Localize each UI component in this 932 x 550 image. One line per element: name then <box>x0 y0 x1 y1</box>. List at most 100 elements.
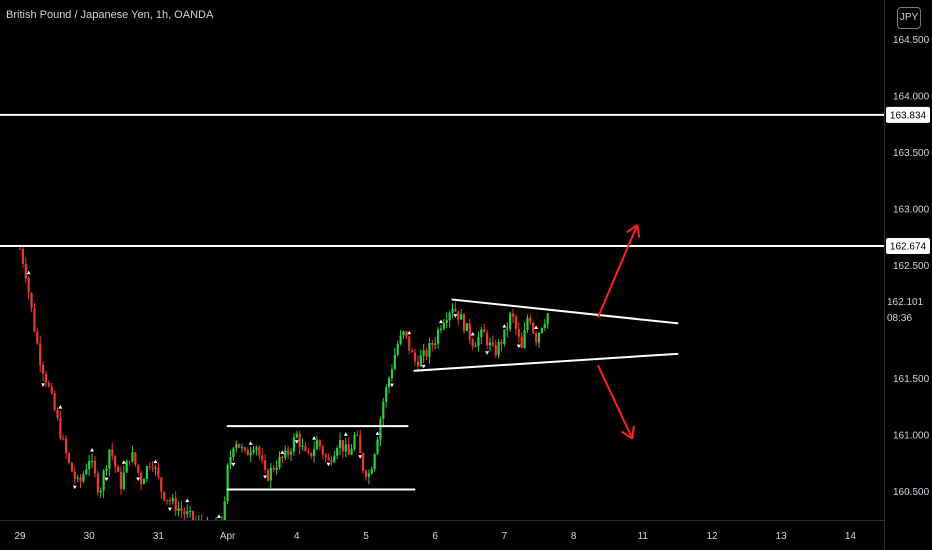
time-axis-tick: 29 <box>14 531 26 542</box>
candle-body <box>41 364 45 374</box>
candle-body <box>148 466 151 468</box>
candle-body <box>39 343 42 365</box>
candle-body <box>56 410 59 419</box>
candle-body <box>114 455 117 467</box>
candle-body <box>85 469 88 475</box>
candle-body <box>281 456 284 458</box>
candle-body <box>399 335 402 344</box>
candle-body <box>105 468 108 471</box>
candle-body <box>189 510 192 512</box>
fractal-down-marker <box>358 455 363 459</box>
candle-body <box>364 470 368 477</box>
candle-body <box>27 278 30 293</box>
chart-title: British Pound / Japanese Yen, 1h, OANDA <box>6 9 214 21</box>
candle-body <box>327 457 330 460</box>
candle-body <box>165 499 169 501</box>
breakout-up-arrow <box>596 224 641 319</box>
fractal-up-marker <box>58 405 63 409</box>
candle-body <box>356 434 359 436</box>
fractal-down-marker <box>294 440 299 444</box>
level-price-tag <box>886 106 930 123</box>
candle-body <box>523 330 526 348</box>
candle-body <box>511 313 515 317</box>
fractal-up-marker <box>216 514 221 518</box>
candle-body <box>315 440 319 450</box>
price-axis-tick: 164.000 <box>893 92 930 103</box>
candle-body <box>413 352 417 362</box>
candle-body <box>462 314 466 331</box>
currency-button[interactable]: JPY <box>897 7 921 29</box>
candle-body <box>526 317 529 331</box>
candle-body <box>53 393 56 411</box>
candle-body <box>177 508 180 512</box>
candle-body <box>295 433 298 438</box>
candle-body <box>503 329 506 345</box>
level-price-label: 162.674 <box>890 241 927 252</box>
fractal-up-marker <box>185 498 190 503</box>
fractal-down-marker <box>136 477 141 482</box>
time-axis-tick: 8 <box>571 531 577 542</box>
fractal-down-marker <box>263 475 268 479</box>
time-axis-tick: 13 <box>776 531 788 542</box>
candle-body <box>289 451 293 455</box>
candle-body <box>324 454 327 458</box>
candle-body <box>543 323 546 328</box>
candle-body <box>428 343 431 357</box>
candle-body <box>491 342 494 346</box>
candle-body <box>382 401 385 419</box>
candle-body <box>353 434 356 449</box>
candle-body <box>422 350 425 356</box>
time-axis-tick: 11 <box>638 531 649 542</box>
candle-body <box>431 343 434 346</box>
candle-body <box>411 350 414 353</box>
candle-body <box>102 470 105 491</box>
candle-body <box>347 444 350 455</box>
candle-body <box>442 323 445 329</box>
candle-body <box>243 447 246 451</box>
candle-body <box>310 452 313 457</box>
candle-body <box>367 473 370 477</box>
candle-body <box>362 453 365 471</box>
candle-body <box>96 473 99 493</box>
candle-body <box>373 454 376 470</box>
candle-body <box>379 418 382 440</box>
candle-body <box>201 521 203 527</box>
candle-body <box>67 453 71 463</box>
fractal-up-marker <box>153 459 158 464</box>
candle-body <box>62 438 65 440</box>
candle-body <box>174 498 177 512</box>
candle-body <box>191 510 195 520</box>
candle-body <box>405 331 408 337</box>
candle-body <box>142 479 146 485</box>
candle-body <box>408 336 411 351</box>
candle-body <box>183 511 186 515</box>
candle-body <box>436 329 440 344</box>
candle-body <box>494 345 497 356</box>
candle-body <box>370 469 373 474</box>
candle-body <box>419 355 422 367</box>
candle-body <box>454 308 457 312</box>
candle-body <box>514 316 518 329</box>
candle-body <box>341 440 345 452</box>
candle-body <box>520 336 523 348</box>
candle-body <box>546 313 549 324</box>
candle-body <box>376 439 379 455</box>
candle-body <box>226 464 229 502</box>
candle-body <box>258 447 261 456</box>
candle-body <box>330 459 333 463</box>
candle-body <box>88 460 91 470</box>
candle-body <box>125 460 128 473</box>
candle-body <box>180 508 183 512</box>
candle-body <box>44 373 48 383</box>
time-axis-tick: 7 <box>502 531 508 542</box>
candle-body <box>537 332 541 343</box>
candle-body <box>122 472 125 489</box>
candle-body <box>151 466 154 469</box>
candle-body <box>18 248 22 250</box>
time-axis-separator <box>0 520 884 521</box>
candle-body <box>203 527 205 533</box>
fractal-up-marker <box>121 460 126 464</box>
candle-body <box>448 312 451 321</box>
candle-body <box>509 313 512 329</box>
